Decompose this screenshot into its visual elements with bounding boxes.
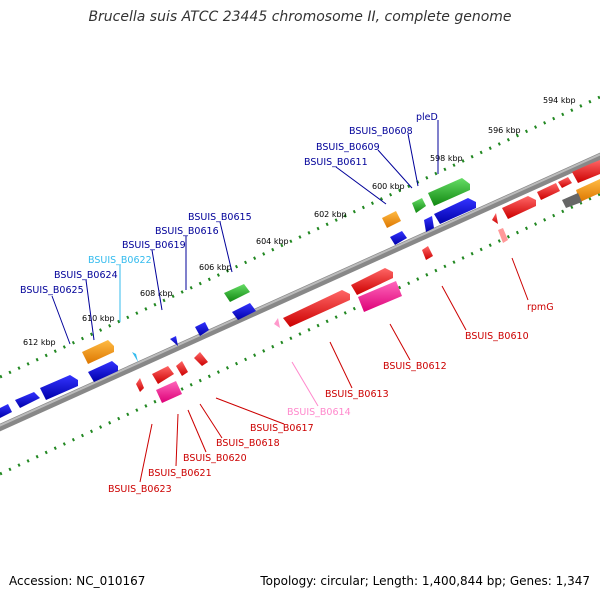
gene-label-b0610: BSUIS_B0610	[465, 331, 529, 342]
forward-strand-genes	[0, 160, 600, 418]
gene-label-b0622: BSUIS_B0622	[88, 255, 152, 266]
gene-label-pleD: pleD	[416, 112, 438, 123]
gene-label-b0621: BSUIS_B0621	[148, 468, 212, 479]
gene-feature	[170, 336, 178, 346]
gene-feature	[152, 366, 174, 384]
outer-scale-track	[0, 95, 600, 379]
gene-feature	[562, 193, 582, 208]
kbp-tick-label: 610 kbp	[82, 314, 115, 323]
gene-feature	[283, 290, 350, 327]
kbp-tick-label: 596 kbp	[488, 126, 521, 135]
gene-feature	[576, 179, 600, 202]
gene-feature	[358, 281, 402, 312]
kbp-tick-label: 606 kbp	[199, 263, 232, 272]
gene-label-b0615: BSUIS_B0615	[188, 212, 252, 223]
gene-label-b0619: BSUIS_B0619	[122, 240, 186, 251]
gene-feature	[156, 381, 182, 403]
gene-label-b0608: BSUIS_B0608	[349, 126, 413, 137]
gene-label-b0623: BSUIS_B0623	[108, 484, 172, 495]
gene-label-b0624: BSUIS_B0624	[54, 270, 118, 281]
reverse-strand-genes	[132, 213, 508, 403]
gene-feature	[412, 198, 426, 213]
gene-label-b0625: BSUIS_B0625	[20, 285, 84, 296]
kbp-tick-label: 612 kbp	[23, 338, 56, 347]
gene-feature	[424, 216, 434, 232]
gene-label-b0618: BSUIS_B0618	[216, 438, 280, 449]
gene-feature	[195, 322, 209, 336]
kbp-scale: 594 kbp 596 kbp 598 kbp 600 kbp 602 kbp …	[23, 96, 576, 347]
gene-feature	[136, 378, 144, 392]
kbp-tick-label: 594 kbp	[543, 96, 576, 105]
label-leader-lines	[51, 120, 529, 483]
gene-feature	[422, 246, 433, 260]
gene-label-b0620: BSUIS_B0620	[183, 453, 247, 464]
gene-feature	[498, 228, 508, 243]
gene-feature	[434, 198, 476, 224]
gene-label-rpmG: rpmG	[527, 302, 554, 313]
gene-feature	[82, 340, 114, 364]
genome-summary: Topology: circular; Length: 1,400,844 bp…	[260, 574, 590, 588]
gene-feature	[15, 392, 40, 408]
chromosome-backbone	[0, 152, 600, 432]
gene-feature	[492, 213, 498, 224]
gene-feature	[572, 160, 600, 183]
gene-label-b0613: BSUIS_B0613	[325, 389, 389, 400]
gene-feature	[232, 303, 256, 320]
gene-label-b0614: BSUIS_B0614	[287, 407, 351, 418]
kbp-tick-label: 602 kbp	[314, 210, 347, 219]
gene-feature	[0, 404, 12, 418]
kbp-tick-label: 604 kbp	[256, 237, 289, 246]
gene-feature	[382, 211, 401, 228]
gene-label-b0616: BSUIS_B0616	[155, 226, 219, 237]
gene-label-b0609: BSUIS_B0609	[316, 142, 380, 153]
gene-feature	[390, 231, 407, 245]
gene-label-b0611: BSUIS_B0611	[304, 157, 368, 168]
gene-feature	[224, 284, 250, 302]
gene-label-b0617: BSUIS_B0617	[250, 423, 314, 434]
gene-labels: pleD BSUIS_B0608 BSUIS_B0609 BSUIS_B0611…	[20, 112, 554, 495]
gene-feature	[132, 352, 138, 362]
kbp-tick-label: 600 kbp	[372, 182, 405, 191]
kbp-tick-label: 598 kbp	[430, 154, 463, 163]
gene-feature	[537, 183, 560, 200]
gene-feature	[176, 361, 188, 376]
gene-feature	[428, 178, 470, 206]
inner-scale-track	[0, 192, 600, 476]
kbp-tick-label: 608 kbp	[140, 289, 173, 298]
gene-feature	[88, 361, 118, 382]
gene-feature	[558, 177, 572, 188]
gene-feature	[40, 375, 78, 400]
gene-feature	[351, 268, 393, 295]
gene-feature	[274, 318, 280, 328]
gene-feature	[502, 196, 536, 219]
accession-label: Accession: NC_010167	[9, 574, 146, 588]
gene-feature	[194, 352, 208, 366]
gene-label-b0612: BSUIS_B0612	[383, 361, 447, 372]
map-title: Brucella suis ATCC 23445 chromosome II, …	[88, 9, 512, 25]
